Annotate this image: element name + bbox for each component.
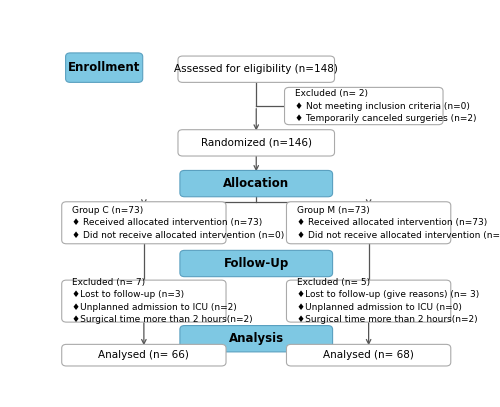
Text: Excluded (n= 7)
♦Lost to follow-up (n=3)
♦Unplanned admission to ICU (n=2)
♦Surg: Excluded (n= 7) ♦Lost to follow-up (n=3)… [72,278,253,324]
FancyBboxPatch shape [286,280,451,322]
FancyBboxPatch shape [180,326,332,352]
FancyBboxPatch shape [178,56,334,82]
FancyBboxPatch shape [286,344,451,366]
FancyBboxPatch shape [62,344,226,366]
Text: Analysis: Analysis [228,332,284,345]
Text: Analysed (n= 66): Analysed (n= 66) [98,350,190,360]
Text: Analysed (n= 68): Analysed (n= 68) [323,350,414,360]
Text: Enrollment: Enrollment [68,61,140,74]
Text: Follow-Up: Follow-Up [224,257,289,270]
FancyBboxPatch shape [62,202,226,244]
Text: Allocation: Allocation [223,177,290,190]
Text: Excluded (n= 2)
♦ Not meeting inclusion criteria (n=0)
♦ Temporarily canceled su: Excluded (n= 2) ♦ Not meeting inclusion … [295,89,476,123]
FancyBboxPatch shape [286,202,451,244]
FancyBboxPatch shape [180,171,332,197]
FancyBboxPatch shape [66,53,142,82]
FancyBboxPatch shape [284,88,443,125]
FancyBboxPatch shape [180,250,332,277]
Text: Randomized (n=146): Randomized (n=146) [201,138,312,148]
Text: Group C (n=73)
♦ Received allocated intervention (n=73)
♦ Did not receive alloca: Group C (n=73) ♦ Received allocated inte… [72,206,284,240]
FancyBboxPatch shape [62,280,226,322]
Text: Excluded (n= 5)
♦Lost to follow-up (give reasons) (n= 3)
♦Unplanned admission to: Excluded (n= 5) ♦Lost to follow-up (give… [297,278,479,324]
Text: Assessed for eligibility (n=148): Assessed for eligibility (n=148) [174,64,338,74]
FancyBboxPatch shape [178,130,334,156]
Text: Group M (n=73)
♦ Received allocated intervention (n=73)
♦ Did not receive alloca: Group M (n=73) ♦ Received allocated inte… [297,206,500,240]
